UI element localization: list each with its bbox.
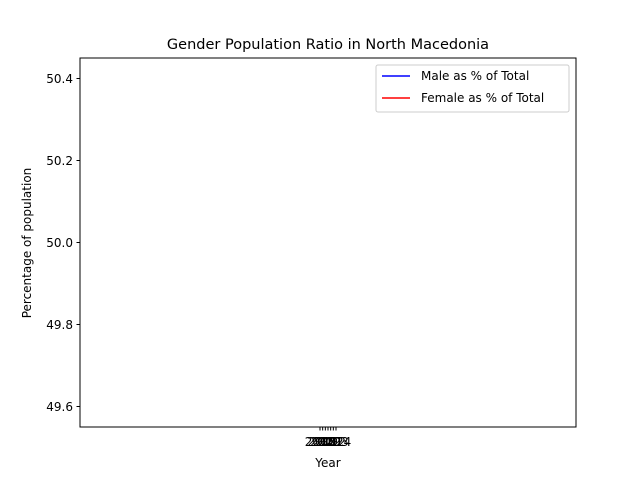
x-tick-label: 2024 [321,435,352,449]
legend: Male as % of Total Female as % of Total [375,64,570,113]
legend-label-female: Female as % of Total [421,91,544,105]
legend-box [375,64,570,113]
plot-background [80,58,576,427]
legend-label-male: Male as % of Total [421,69,529,83]
x-axis-label: Year [314,456,340,470]
y-tick-label: 50.0 [46,236,73,250]
x-tick-label: 2020 [310,435,341,449]
x-tick-label: 2018 [305,435,336,449]
y-tick-label: 49.8 [46,318,73,332]
y-tick-label: 49.6 [46,400,73,414]
plot-frame [79,57,577,428]
chart-title: Gender Population Ratio in North Macedon… [167,37,489,53]
y-tick-label: 50.4 [46,72,73,86]
y-axis-ticks: 49.6 49.8 50.0 50.2 50.4 [46,72,80,414]
x-tick-label: 2023 [318,435,349,449]
x-tick-label: 2019 [307,435,338,449]
y-axis-label: Percentage of population [20,168,34,319]
y-tick-label: 50.2 [46,154,73,168]
x-tick-label: 2022 [315,435,346,449]
x-tick-label: 2021 [313,435,344,449]
